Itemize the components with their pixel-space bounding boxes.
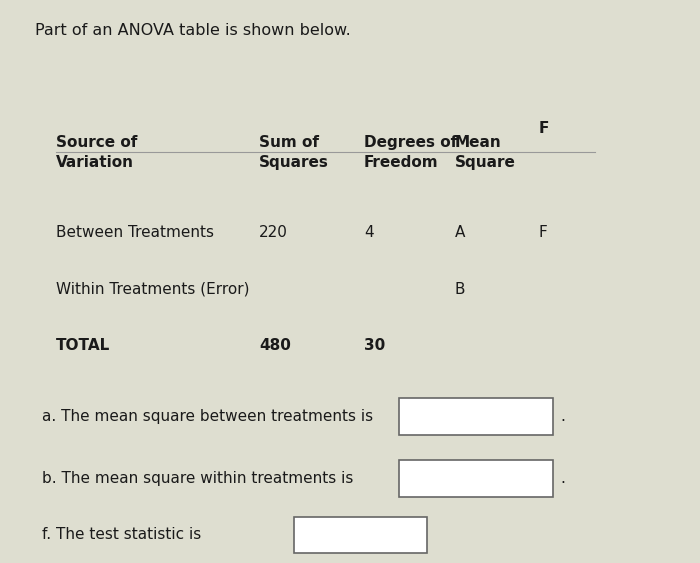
Text: TOTAL: TOTAL — [56, 338, 111, 353]
Text: Between Treatments: Between Treatments — [56, 225, 214, 240]
Text: F: F — [539, 121, 550, 136]
FancyBboxPatch shape — [399, 399, 553, 435]
FancyBboxPatch shape — [399, 461, 553, 497]
Text: F: F — [539, 225, 547, 240]
Text: f. The test statistic is: f. The test statistic is — [42, 528, 202, 542]
Text: b. The mean square within treatments is: b. The mean square within treatments is — [42, 471, 354, 486]
Text: .: . — [560, 409, 565, 424]
Text: 30: 30 — [364, 338, 385, 353]
Text: 220: 220 — [259, 225, 288, 240]
Text: Sum of
Squares: Sum of Squares — [259, 135, 329, 170]
Text: Degrees of
Freedom: Degrees of Freedom — [364, 135, 457, 170]
Text: .: . — [560, 471, 565, 486]
Text: Within Treatments (Error): Within Treatments (Error) — [56, 282, 249, 297]
Text: 480: 480 — [259, 338, 291, 353]
Text: Mean
Square: Mean Square — [455, 135, 516, 170]
Text: B: B — [455, 282, 466, 297]
Text: 4: 4 — [364, 225, 374, 240]
Text: a. The mean square between treatments is: a. The mean square between treatments is — [42, 409, 373, 424]
Text: Source of
Variation: Source of Variation — [56, 135, 137, 170]
Text: A: A — [455, 225, 466, 240]
FancyBboxPatch shape — [294, 517, 427, 553]
Text: Part of an ANOVA table is shown below.: Part of an ANOVA table is shown below. — [35, 23, 351, 38]
